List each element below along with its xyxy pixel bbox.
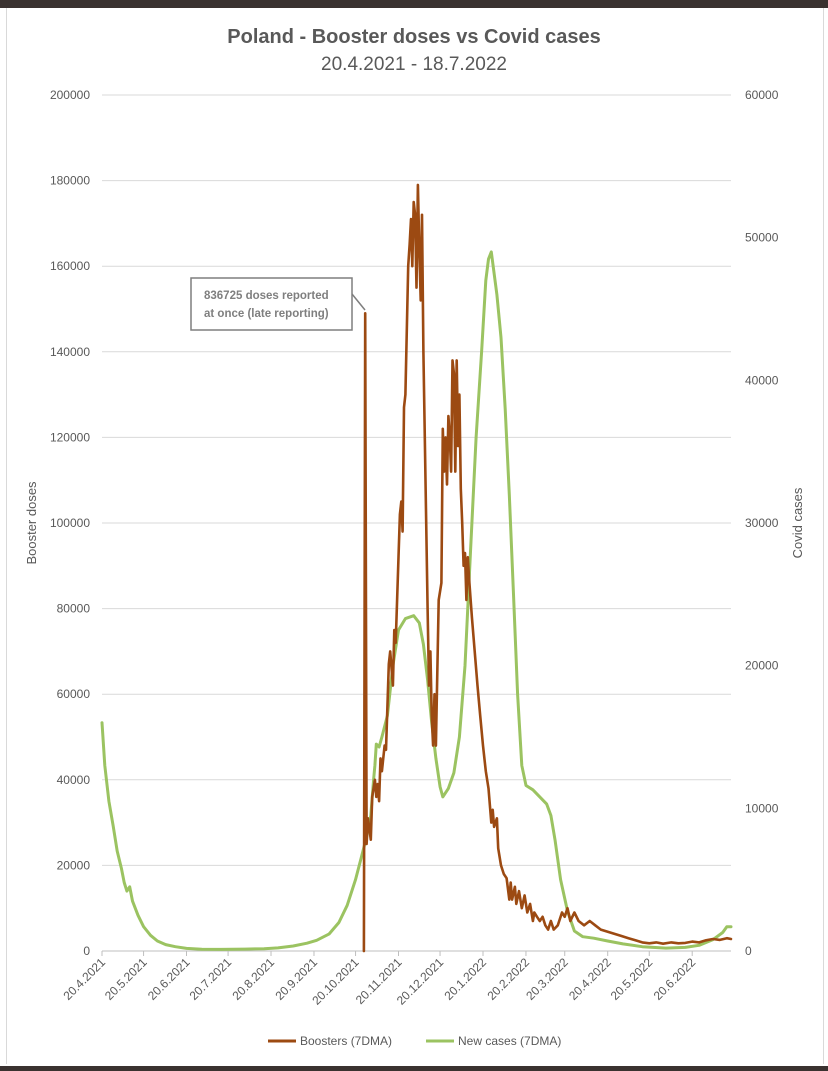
series-line-new-cases (100, 250, 733, 951)
chart-subtitle: 20.4.2021 - 18.7.2022 (321, 54, 507, 75)
right-tick-label: 50000 (745, 231, 779, 245)
left-tick-label: 140000 (50, 345, 90, 359)
x-tick-label: 20.6.2022 (651, 955, 699, 1003)
right-tick-label: 10000 (745, 801, 779, 815)
left-tick-label: 180000 (50, 174, 90, 188)
right-tick-label: 20000 (745, 659, 779, 673)
x-tick-label: 20.4.2021 (60, 955, 108, 1003)
left-axis-title: Booster doses (24, 481, 39, 565)
legend-label-new-cases: New cases (7DMA) (458, 1034, 561, 1048)
chart-card (6, 8, 824, 1064)
right-tick-label: 60000 (745, 88, 779, 102)
left-tick-label: 100000 (50, 516, 90, 530)
left-tick-label: 160000 (50, 259, 90, 273)
x-tick-label: 20.1.2022 (441, 955, 489, 1003)
left-tick-label: 40000 (57, 773, 91, 787)
annotation-line-2: at once (late reporting) (204, 308, 329, 320)
chart-title: Poland - Booster doses vs Covid cases (227, 26, 600, 48)
legend-label-boosters: Boosters (7DMA) (300, 1034, 392, 1048)
x-axis-ticks: 20.4.202120.5.202120.6.202120.7.202120.8… (60, 951, 699, 1008)
annotation-callout: 836725 doses reported at once (late repo… (190, 277, 366, 331)
series-line-boosters (362, 183, 733, 953)
x-tick-label: 20.3.2022 (523, 955, 571, 1003)
top-frame-bar (0, 0, 828, 8)
legend: Boosters (7DMA) New cases (7DMA) (268, 1034, 561, 1048)
right-tick-label: 40000 (745, 373, 779, 387)
x-tick-label: 20.7.2021 (187, 955, 235, 1003)
right-tick-label: 0 (745, 944, 752, 958)
annotation-line-1: 836725 doses reported (204, 290, 329, 302)
bottom-frame-bar (0, 1066, 828, 1071)
x-tick-label: 20.5.2021 (102, 955, 150, 1003)
left-tick-label: 200000 (50, 88, 90, 102)
right-axis-ticks: 0 10000 20000 30000 40000 50000 60000 (745, 88, 779, 958)
annotation-leader-line (351, 293, 366, 311)
left-tick-label: 20000 (57, 858, 91, 872)
left-tick-label: 120000 (50, 430, 90, 444)
left-tick-label: 60000 (57, 687, 91, 701)
x-tick-label: 20.6.2021 (145, 955, 193, 1003)
left-tick-label: 0 (83, 944, 90, 958)
right-tick-label: 30000 (745, 516, 779, 530)
left-axis-ticks: 0 20000 40000 60000 80000 100000 120000 140000 1… (50, 88, 90, 958)
x-tick-label: 20.5.2022 (608, 955, 656, 1003)
left-tick-label: 80000 (57, 602, 91, 616)
right-axis-title: Covid cases (790, 487, 805, 558)
annotation-box (190, 277, 353, 331)
x-tick-label: 20.8.2021 (229, 955, 277, 1003)
x-tick-label: 20.4.2022 (566, 955, 614, 1003)
